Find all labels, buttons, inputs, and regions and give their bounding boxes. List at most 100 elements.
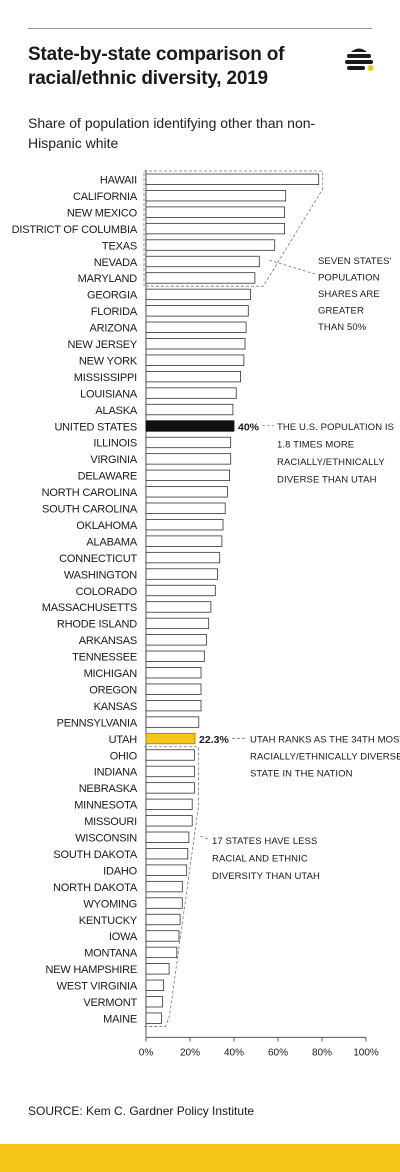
bar-california — [145, 190, 287, 202]
bracket-bottom-states — [144, 746, 199, 1027]
footer-bar — [0, 1144, 400, 1172]
annotation-top-states-line: GREATER — [318, 305, 364, 316]
annotation-bottom-states-line: DIVERSITY THAN UTAH — [212, 871, 320, 882]
bar-connecticut — [145, 551, 221, 564]
category-label: OHIO — [110, 750, 138, 762]
category-label: DELAWARE — [78, 471, 137, 483]
bar-maine — [145, 1012, 162, 1024]
category-label: TEXAS — [102, 240, 137, 252]
data-label-utah: 22.3% — [199, 734, 229, 746]
category-label: MINNESOTA — [74, 800, 138, 812]
bar-georgia — [145, 288, 251, 301]
category-label: WYOMING — [83, 898, 137, 910]
category-label: ARKANSAS — [79, 635, 137, 647]
annotation-top-states-line: SEVEN STATES' — [318, 256, 392, 267]
category-label: NEW HAMPSHIRE — [45, 964, 137, 976]
category-label: NEW YORK — [79, 355, 138, 367]
bar-louisiana — [145, 387, 237, 399]
bar-iowa — [145, 930, 180, 942]
bar-new-hampshire — [145, 963, 170, 975]
bar-minnesota — [145, 798, 193, 810]
x-tick-label: 20% — [180, 1047, 200, 1058]
category-label: MICHIGAN — [84, 668, 138, 680]
bar-hawaii — [145, 173, 320, 185]
category-label: UNITED STATES — [54, 421, 137, 433]
bar-new-jersey — [145, 338, 246, 350]
top-rule — [28, 28, 372, 29]
category-label: RHODE ISLAND — [57, 619, 137, 631]
category-label: NEW MEXICO — [67, 207, 138, 219]
annotation-utah-line: UTAH RANKS AS THE 34TH MOST — [250, 734, 400, 745]
bar-vermont — [145, 996, 163, 1008]
bar-district-of-columbia — [145, 222, 286, 235]
leader-bottom-states — [200, 835, 211, 841]
category-label: ILLINOIS — [93, 438, 137, 450]
x-tick-label: 0% — [139, 1047, 154, 1058]
bar-idaho — [145, 864, 188, 876]
category-label: MONTANA — [84, 948, 138, 960]
bar-nevada — [145, 255, 260, 268]
category-label: DISTRICT OF COLUMBIA — [12, 224, 138, 236]
bar-pennsylvania — [145, 716, 200, 728]
bar-alaska — [145, 403, 234, 416]
bar-illinois — [145, 436, 232, 449]
bar-kansas — [145, 700, 202, 712]
category-label: GEORGIA — [87, 290, 138, 302]
bar-indiana — [145, 765, 195, 778]
bar-rhode-island — [145, 617, 210, 630]
bar-tennessee — [145, 650, 205, 662]
bar-arizona — [145, 321, 247, 333]
category-label: CALIFORNIA — [73, 191, 138, 203]
bar-wisconsin — [145, 831, 190, 843]
bar-florida — [145, 305, 249, 317]
chart-subtitle: Share of population identifying other th… — [28, 115, 316, 151]
category-label: IDAHO — [103, 865, 137, 877]
bar-west-virginia — [145, 979, 165, 991]
x-tick-label: 80% — [312, 1047, 332, 1058]
annotation-top-states-line: POPULATION — [318, 272, 380, 283]
category-label: UTAH — [109, 734, 138, 746]
category-label: WASHINGTON — [64, 569, 137, 581]
category-label: COLORADO — [76, 586, 138, 598]
category-label: MASSACHUSETTS — [42, 602, 137, 614]
category-label: NEVADA — [94, 257, 138, 269]
bar-new-york — [145, 354, 245, 366]
category-label: FLORIDA — [91, 306, 138, 318]
bar-texas — [145, 239, 276, 251]
annotation-bottom-states-line: RACIAL AND ETHNIC — [212, 854, 308, 865]
bar-oklahoma — [145, 519, 224, 531]
x-tick-label: 40% — [224, 1047, 244, 1058]
bar-washington — [145, 568, 218, 580]
bar-maryland — [145, 272, 256, 284]
category-label: WEST VIRGINIA — [57, 981, 138, 993]
bar-massachusetts — [145, 601, 212, 613]
annotation-utah-line: STATE IN THE NATION — [250, 768, 353, 779]
category-label: LOUISIANA — [80, 388, 138, 400]
category-label: ARIZONA — [90, 323, 138, 335]
category-label: MAINE — [103, 1013, 137, 1025]
bar-delaware — [145, 469, 230, 482]
annotation-us-line: 1.8 TIMES MORE — [277, 439, 354, 450]
category-label: KANSAS — [94, 701, 137, 713]
bar-colorado — [145, 584, 216, 597]
category-label: PENNSYLVANIA — [57, 717, 138, 729]
leader-top-states — [269, 259, 317, 275]
category-label: NORTH DAKOTA — [53, 882, 138, 894]
bar-kentucky — [145, 913, 181, 926]
category-label: ALASKA — [95, 405, 137, 417]
category-label: MISSOURI — [84, 816, 137, 828]
bar-south-dakota — [145, 848, 189, 860]
category-label: MARYLAND — [78, 273, 138, 285]
annotation-top-states-line: THAN 50% — [318, 322, 367, 333]
category-label: IOWA — [109, 931, 138, 943]
category-label: CONNECTICUT — [59, 553, 137, 565]
bar-new-mexico — [145, 206, 286, 218]
bar-chart: 0% 20% 40% 60% 80% 100% HAWAII CALIFORNIA NEW ME… — [12, 170, 400, 1058]
bar-united-states — [145, 420, 235, 432]
category-label: KENTUCKY — [79, 915, 138, 927]
annotation-us-line: DIVERSE THAN UTAH — [277, 474, 377, 485]
category-label: SOUTH DAKOTA — [53, 849, 137, 861]
category-label: INDIANA — [94, 767, 138, 779]
category-label: HAWAII — [100, 175, 137, 187]
annotation-us-line: RACIALLY/ETHNICALLY — [277, 457, 385, 468]
